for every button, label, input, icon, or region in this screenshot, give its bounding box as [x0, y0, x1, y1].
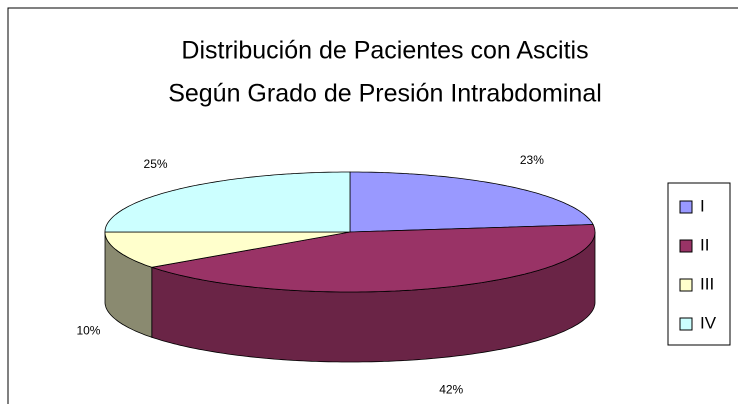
legend-swatch: [679, 239, 693, 253]
legend-label: II: [700, 235, 709, 254]
legend-label: I: [700, 196, 705, 215]
data-label: 42%: [439, 383, 463, 397]
data-label: 23%: [520, 153, 544, 167]
chart-title: Distribución de Pacientes con Ascitis: [181, 37, 588, 65]
legend-swatch: [679, 317, 693, 331]
slice: [104, 171, 351, 233]
data-label: 25%: [144, 157, 168, 171]
legend-swatch: [679, 278, 693, 292]
slice: [349, 171, 594, 233]
chart-frame: [7, 7, 738, 404]
legend-label: IV: [700, 313, 717, 332]
data-label: 10%: [76, 324, 100, 338]
legend-label: III: [700, 274, 714, 293]
legend-box: [667, 182, 731, 346]
slice: [104, 231, 351, 268]
legend-swatch: [679, 200, 693, 214]
slice: [151, 224, 596, 293]
chart-title: Según Grado de Presión Intrabdominal: [168, 80, 602, 108]
